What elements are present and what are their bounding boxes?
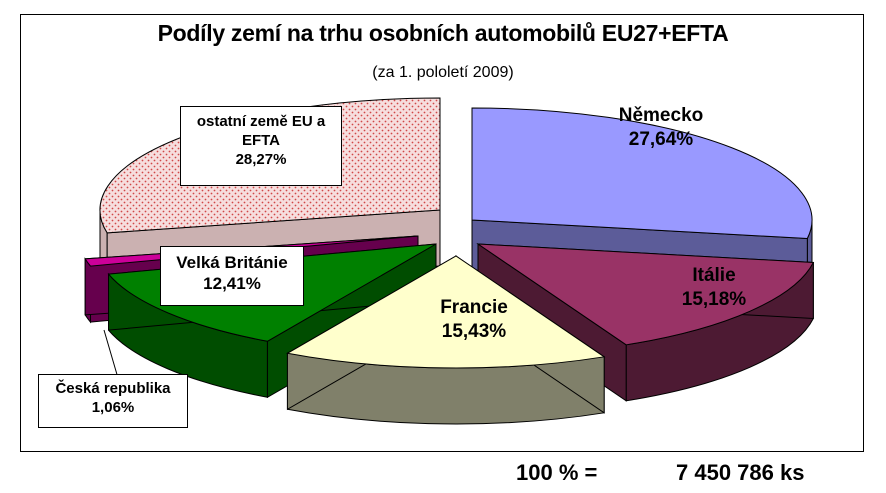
- label-velka-britanie-name: Velká Británie: [176, 253, 288, 272]
- label-nemecko: Německo 27,64%: [600, 104, 722, 152]
- label-italie-value: 15,18%: [681, 288, 747, 310]
- label-francie-value: 15,43%: [441, 320, 507, 342]
- slice-nemecko: [471, 107, 813, 240]
- leader-line-ceska-republika: [103, 329, 119, 379]
- label-italie-name: Itálie: [692, 265, 736, 286]
- label-francie: Francie 15,43%: [424, 296, 524, 344]
- label-ostatni-name: ostatní země EU a EFTA: [196, 113, 326, 149]
- label-ostatni: ostatní země EU a EFTA 28,27%: [180, 106, 342, 186]
- label-nemecko-name: Německo: [618, 105, 704, 126]
- label-ceska-republika-name: Česká republika: [55, 380, 171, 397]
- footer-total-label: 100 % =: [516, 460, 598, 485]
- label-velka-britanie-value: 12,41%: [203, 274, 261, 294]
- slice-francie: [286, 255, 606, 369]
- footer-total-value: 7 450 786 ks: [676, 460, 805, 485]
- label-nemecko-value: 27,64%: [628, 128, 694, 150]
- label-italie: Itálie 15,18%: [664, 264, 764, 312]
- label-francie-name: Francie: [440, 297, 508, 318]
- label-ceska-republika: Česká republika 1,06%: [38, 374, 188, 428]
- label-velka-britanie: Velká Británie 12,41%: [160, 246, 304, 306]
- label-ostatni-value: 28,27%: [235, 150, 287, 168]
- slice-italie: [476, 243, 815, 346]
- label-ceska-republika-value: 1,06%: [91, 398, 135, 416]
- chart-title: Podíly zemí na trhu osobních automobilů …: [157, 20, 729, 46]
- chart-subtitle: (za 1. pololetí 2009): [372, 64, 514, 81]
